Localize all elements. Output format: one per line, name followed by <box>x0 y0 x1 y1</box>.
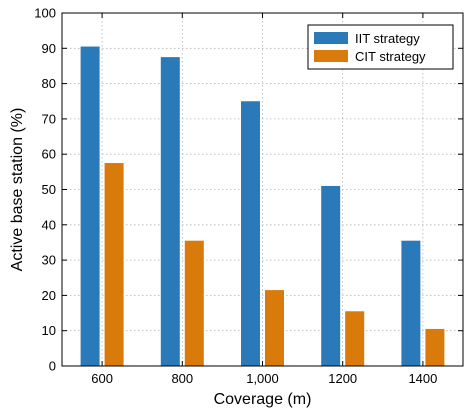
y-tick-label: 40 <box>42 217 56 232</box>
x-tick-label: 800 <box>171 371 193 386</box>
y-tick-label: 90 <box>42 41 56 56</box>
y-tick-label: 30 <box>42 253 56 268</box>
y-tick-label: 70 <box>42 111 56 126</box>
legend-swatch-iit <box>314 32 348 44</box>
legend-label-cit: CIT strategy <box>355 49 426 64</box>
bar-iit-800 <box>160 57 180 366</box>
bar-iit-1200 <box>321 185 341 366</box>
grid-layer <box>62 13 463 366</box>
y-tick-label: 50 <box>42 182 56 197</box>
bar-iit-600 <box>80 46 100 366</box>
bar-cit-1200 <box>345 311 365 366</box>
y-tick-label: 10 <box>42 323 56 338</box>
bar-cit-600 <box>104 163 124 366</box>
y-tick-label: 80 <box>42 76 56 91</box>
x-tick-label: 1200 <box>328 371 357 386</box>
bars-layer <box>80 46 445 366</box>
y-axis-label: Active base station (%) <box>9 108 26 272</box>
x-tick-label: 1,000 <box>246 371 279 386</box>
x-tick-label: 1400 <box>408 371 437 386</box>
ticks-layer: 600 800 1,000 1200 1400 0 10 20 30 40 50 60 70 80 90 10… <box>34 6 463 386</box>
y-tick-label: 0 <box>49 359 56 374</box>
y-tick-label: 100 <box>34 6 56 21</box>
x-tick-label: 600 <box>91 371 113 386</box>
bar-cit-1000 <box>265 290 284 366</box>
y-tick-label: 60 <box>42 147 56 162</box>
x-axis-label: Coverage (m) <box>214 391 312 408</box>
bar-iit-1000 <box>241 101 260 366</box>
bar-cit-1400 <box>425 328 445 366</box>
bar-iit-1400 <box>401 240 421 366</box>
legend-label-iit: IIT strategy <box>355 31 420 46</box>
y-tick-label: 20 <box>42 288 56 303</box>
bar-cit-800 <box>184 240 204 366</box>
legend-swatch-cit <box>314 50 348 62</box>
legend: IIT strategy CIT strategy <box>307 24 454 70</box>
